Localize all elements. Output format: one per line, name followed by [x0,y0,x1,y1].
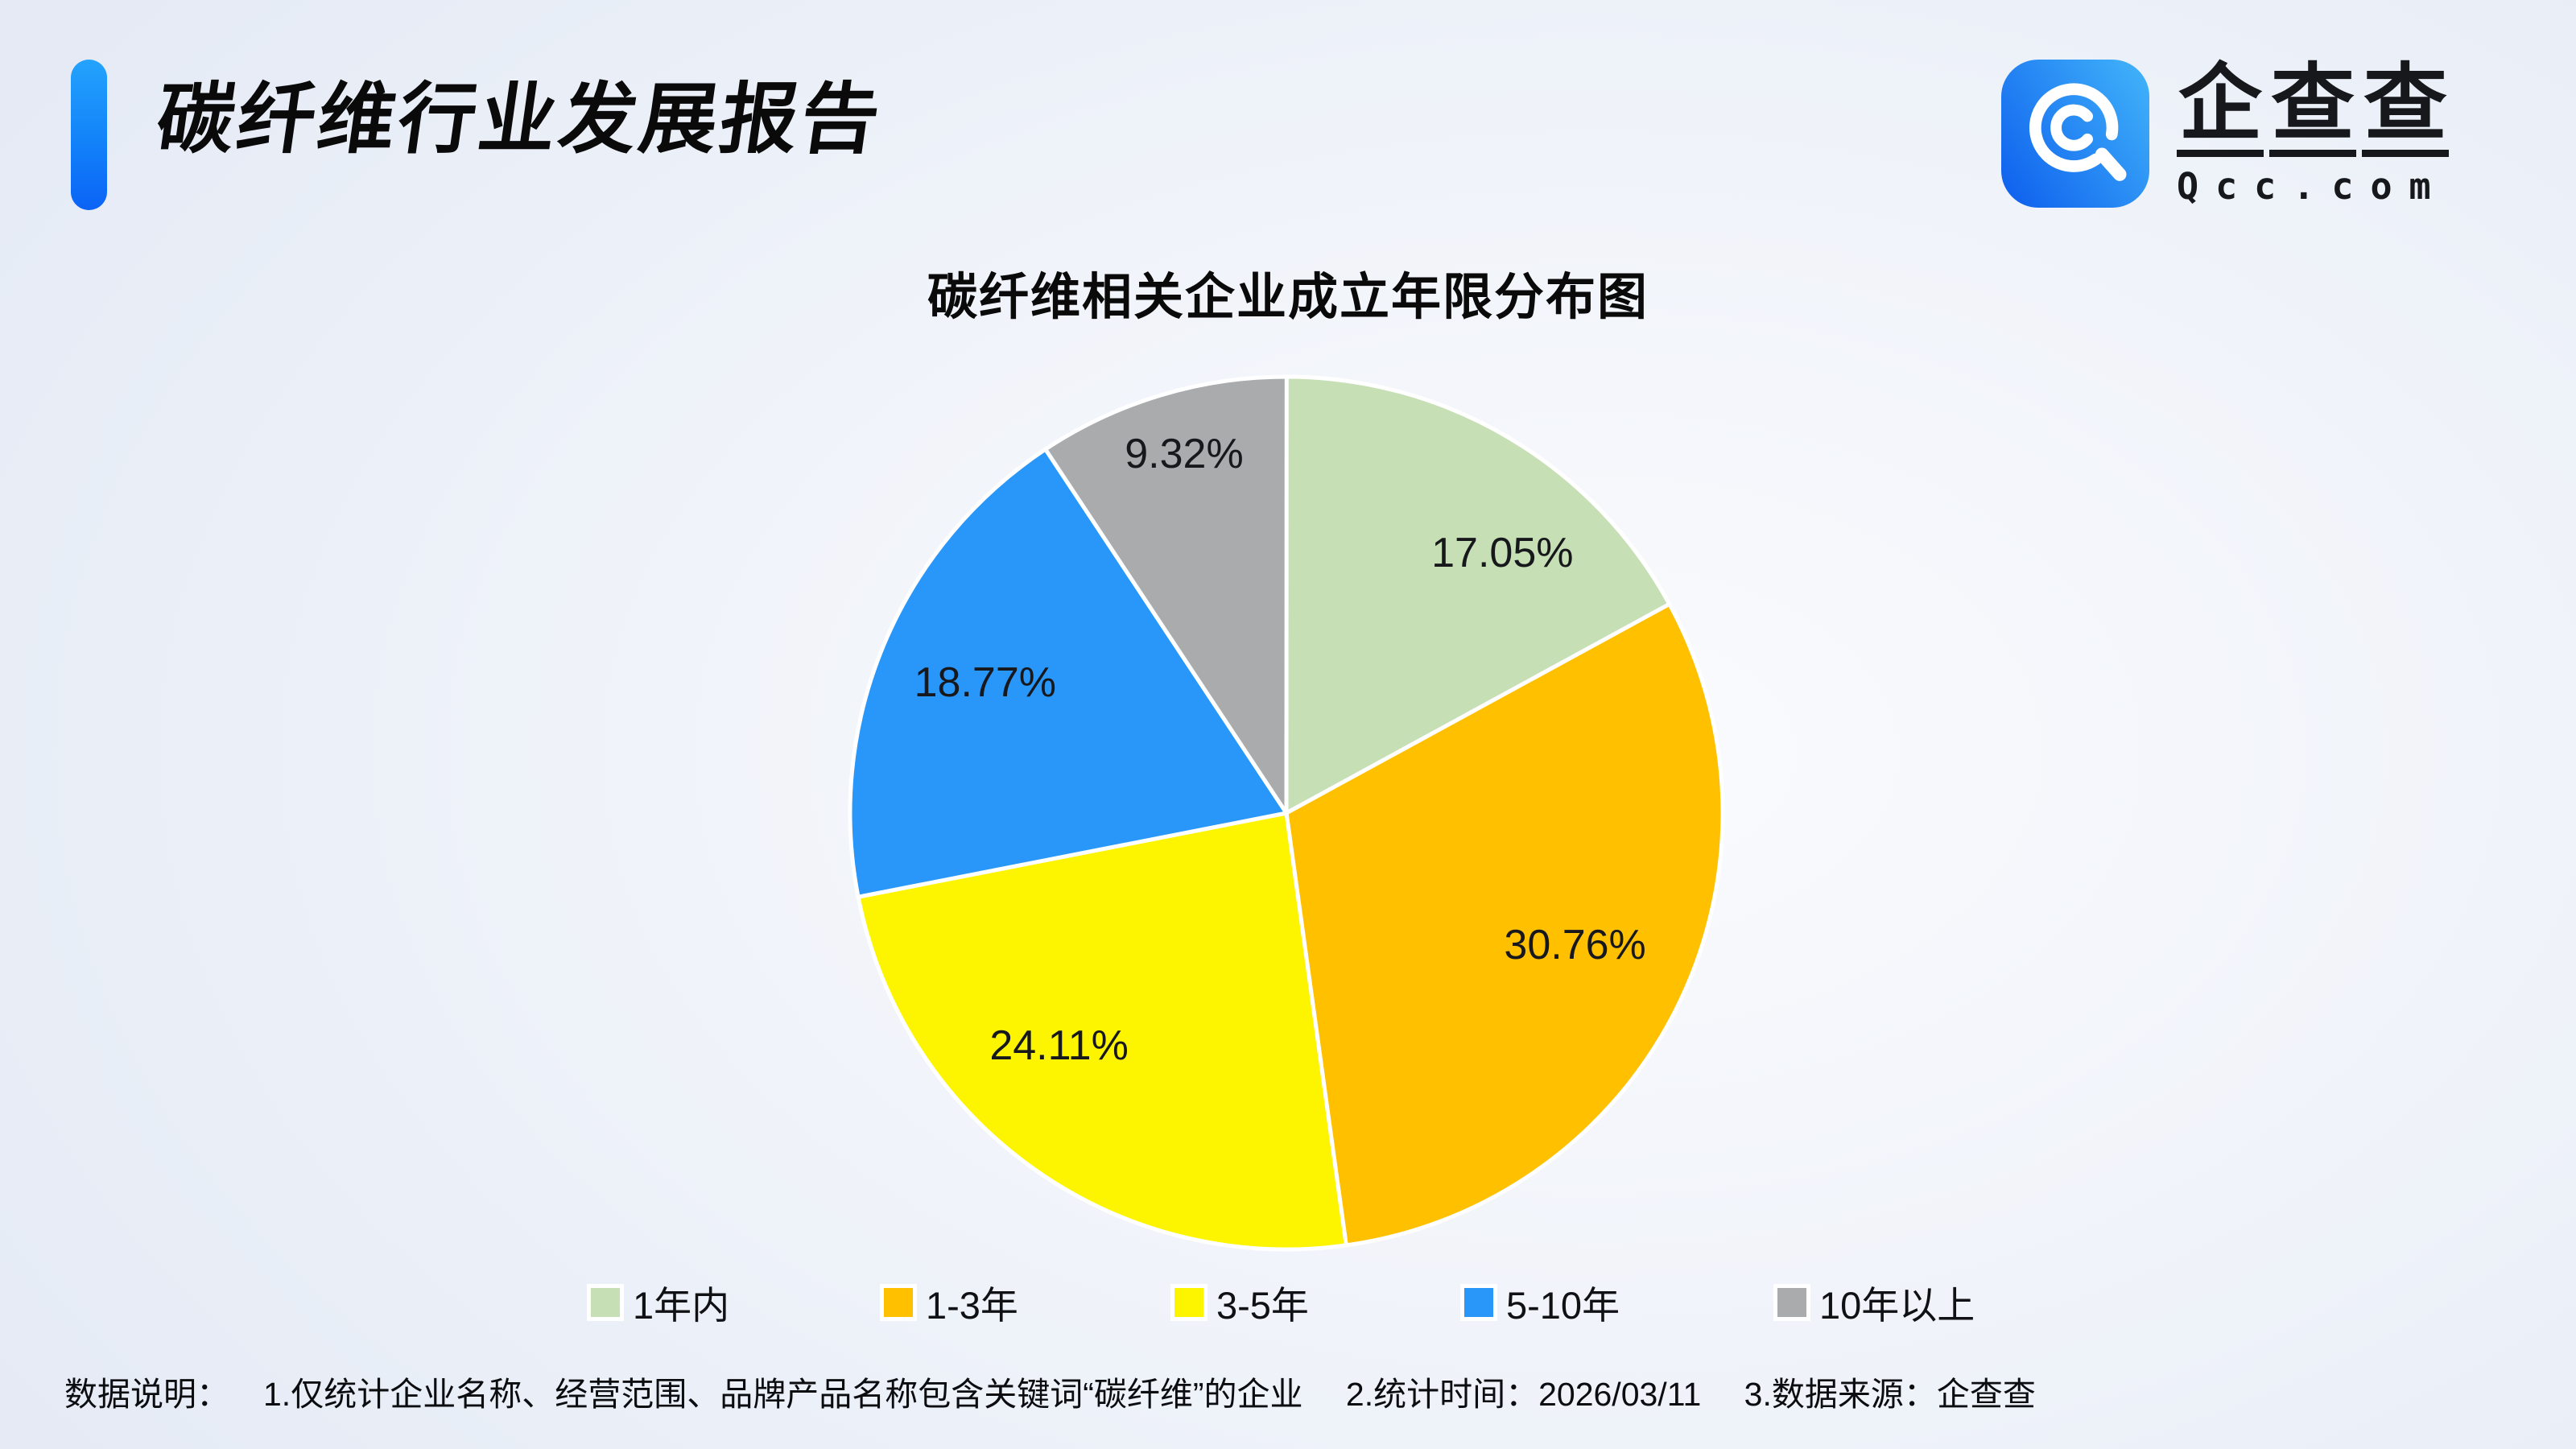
data-note: 3.数据来源：企查查 [1744,1376,2036,1413]
legend-item-1-3年: 1-3年 [880,1274,1018,1330]
pie-slice-5-10年 [848,447,1289,899]
pie-chart-svg: 17.05% 30.76% 24.11% 18.77% 9.32% [848,374,1725,1252]
legend-marker [1460,1283,1497,1321]
brand-name-cn: 企 查 查 [2177,61,2454,158]
legend-marker [587,1283,624,1321]
data-notes: 数据说明： 1.仅统计企业名称、经营范围、品牌产品名称包含关键词“碳纤维”的企业 … [64,1367,2528,1415]
brand-name-en: Qcc.com [2177,165,2448,208]
chart-legend: 1年内 1-3年 3-5年 5-10年 10年以上 [0,1274,2576,1327]
title-accent-bar [71,60,107,210]
legend-marker [880,1283,917,1321]
qcc-logo-text: 企 查 查 Qcc.com [2177,60,2454,208]
data-note: 2.统计时间：2026/03/11 [1345,1376,1702,1413]
chart-title: 碳纤维相关企业成立年限分布图 [927,270,1649,325]
legend-label: 3-5年 [1216,1284,1309,1327]
brand-char: 企 [2177,61,2264,158]
legend-marker [1170,1283,1208,1321]
qcc-magnifier-icon [2001,60,2149,208]
legend-item-3-5年: 3-5年 [1170,1274,1309,1330]
page-title: 碳纤维行业发展报告 [151,76,888,163]
legend-label: 5-10年 [1506,1284,1620,1327]
slice-label-3-5年: 24.11% [989,1022,1129,1069]
data-notes-label: 数据说明： [64,1376,229,1413]
qcc-logo: 企 查 查 Qcc.com [2001,60,2454,208]
pie-chart: 17.05% 30.76% 24.11% 18.77% 9.32% [844,370,1729,1256]
legend-item-10年以上: 10年以上 [1773,1274,1975,1330]
slice-label-10年以上: 9.32% [1125,431,1243,477]
pie-slice-10年以上 [1043,374,1289,815]
legend-item-5-10年: 5-10年 [1460,1274,1620,1330]
pie-slice-1-3年 [1284,601,1725,1248]
legend-marker [1773,1283,1810,1321]
slice-label-1年内: 17.05% [1431,530,1573,576]
legend-label: 1年内 [633,1284,730,1327]
data-note: 1.仅统计企业名称、经营范围、品牌产品名称包含关键词“碳纤维”的企业 [263,1376,1303,1413]
slice-label-5-10年: 18.77% [914,659,1056,706]
pie-slice-3-5年 [856,811,1348,1252]
legend-label: 10年以上 [1819,1284,1975,1327]
pie-slice-1年内 [1284,374,1672,815]
brand-char: 查 [2362,61,2450,158]
legend-item-1年内: 1年内 [587,1274,729,1330]
brand-char: 查 [2269,61,2357,158]
slice-label-1-3年: 30.76% [1504,922,1645,968]
legend-label: 1-3年 [926,1284,1018,1327]
